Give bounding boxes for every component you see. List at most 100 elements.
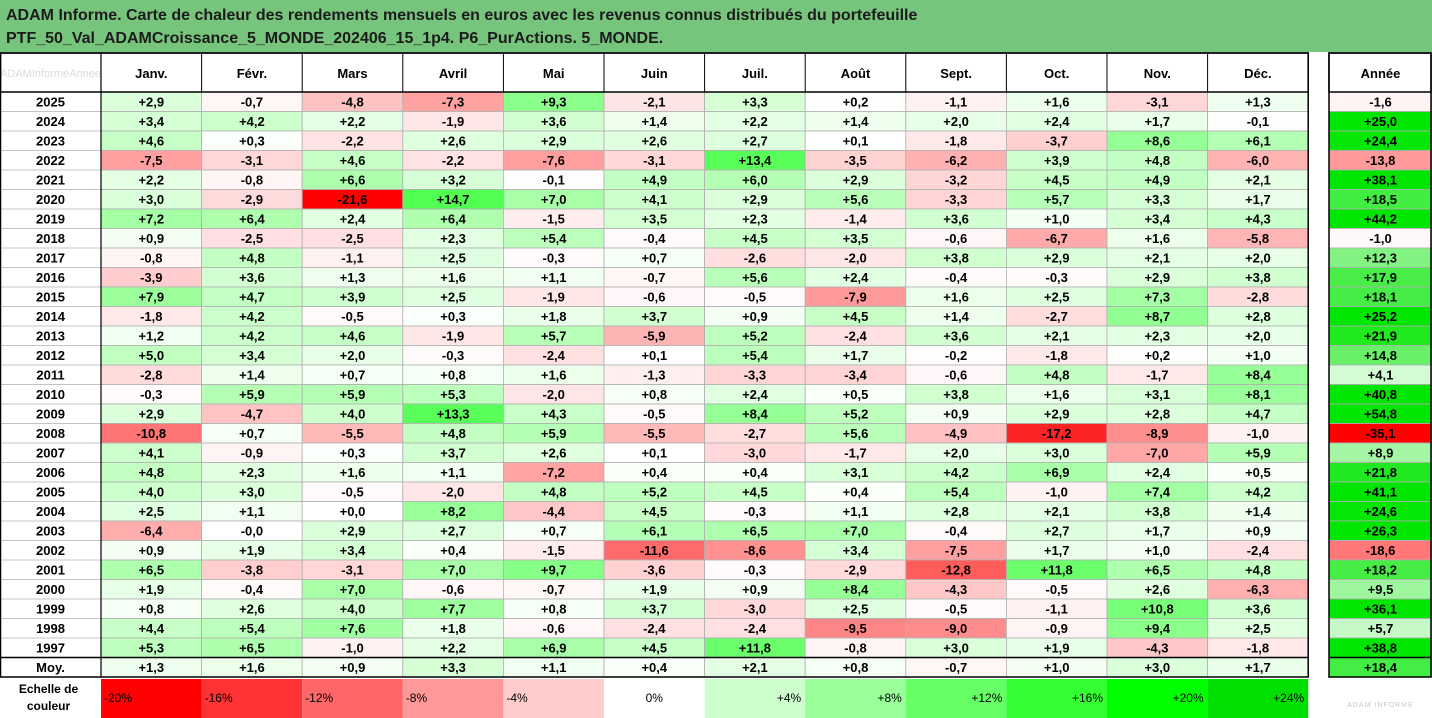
cell-value: -0,6 [945, 231, 967, 246]
cell-value: -7,5 [140, 153, 162, 168]
cell-value: +6,6 [340, 173, 366, 188]
cell-value: -1,7 [1146, 368, 1168, 383]
cell-value: +4,2 [1245, 485, 1271, 500]
annual-value: -13,8 [1366, 153, 1396, 168]
cell-value: +2,0 [1245, 251, 1271, 266]
cell-value: +4,9 [1144, 173, 1170, 188]
annual-value: -1,6 [1369, 95, 1391, 110]
cell-value: +1,6 [943, 290, 969, 305]
cell-value: +3,1 [843, 465, 869, 480]
cell-value: -10,8 [136, 426, 166, 441]
annual-value: +24,6 [1364, 504, 1397, 519]
cell-value: +4,0 [340, 407, 366, 422]
year-label: 2019 [36, 212, 65, 227]
year-label: 2005 [36, 485, 65, 500]
cell-value: -5,5 [341, 426, 363, 441]
cell-value: -2,5 [241, 231, 263, 246]
cell-value: -2,0 [442, 485, 464, 500]
cell-value: +11,8 [739, 641, 771, 656]
cell-value: +4,6 [138, 134, 164, 149]
cell-value: +6,9 [1044, 465, 1070, 480]
cell-value: +2,0 [340, 348, 366, 363]
annual-value: +40,8 [1364, 387, 1397, 402]
cell-value: +6,0 [742, 173, 768, 188]
scale-label: couleur [27, 699, 71, 713]
annual-value: +18,2 [1364, 563, 1397, 578]
cell-value: +5,3 [440, 387, 466, 402]
scale-swatch [704, 679, 806, 718]
cell-value: +3,5 [641, 212, 667, 227]
cell-value: +4,7 [239, 290, 265, 305]
cell-value: -2,7 [1045, 309, 1067, 324]
cell-value: +5,4 [943, 485, 969, 500]
cell-value: +3,6 [1245, 602, 1271, 617]
title-line-1: ADAM Informe. Carte de chaleur des rende… [6, 7, 918, 24]
title-line-2: PTF_50_Val_ADAMCroissance_5_MONDE_202406… [6, 30, 664, 47]
year-label: 2020 [36, 192, 65, 207]
cell-value: -1,3 [643, 368, 665, 383]
cell-value: +2,3 [239, 465, 265, 480]
cell-value: +6,1 [641, 524, 667, 539]
cell-value: -1,4 [844, 212, 867, 227]
cell-value: -6,0 [1247, 153, 1269, 168]
cell-value: +6,1 [1245, 134, 1271, 149]
cell-value: +3,4 [239, 348, 265, 363]
annual-value: +44,2 [1364, 212, 1397, 227]
cell-value: -2,8 [140, 368, 162, 383]
cell-value: -2,9 [844, 563, 866, 578]
cell-value: +4,8 [138, 465, 164, 480]
cell-value: -2,9 [241, 192, 263, 207]
cell-value: -6,3 [1247, 582, 1269, 597]
cell-value: -2,4 [542, 348, 565, 363]
cell-value: +0,9 [943, 407, 969, 422]
cell-value: +5,6 [742, 270, 768, 285]
cell-value: +0,4 [843, 485, 869, 500]
cell-value: +4,2 [239, 329, 265, 344]
annual-value: +18,4 [1364, 660, 1398, 675]
cell-value: -12,8 [941, 563, 971, 578]
year-label: 2025 [36, 95, 65, 110]
cell-value: +5,0 [138, 348, 164, 363]
cell-value: +3,3 [1144, 192, 1170, 207]
cell-value: -0,5 [744, 290, 766, 305]
cell-value: +2,8 [1144, 407, 1170, 422]
cell-value: -3,1 [643, 153, 665, 168]
cell-value: +2,7 [1044, 524, 1070, 539]
scale-value: -20% [104, 691, 132, 705]
annual-value: +21,8 [1364, 465, 1397, 480]
cell-value: +9,7 [541, 563, 567, 578]
cell-value: +1,9 [239, 543, 265, 558]
cell-value: -0,5 [341, 485, 363, 500]
month-header: Juin [641, 66, 668, 81]
year-label: 2012 [36, 348, 65, 363]
cell-value: +2,3 [440, 231, 466, 246]
cell-value: -0,5 [643, 407, 665, 422]
cell-value: +2,4 [1144, 465, 1170, 480]
scale-swatch [503, 679, 604, 718]
cell-value: +4,8 [1044, 368, 1070, 383]
year-label: 2016 [36, 270, 65, 285]
annual-value: +18,1 [1364, 290, 1397, 305]
cell-value: +3,0 [138, 192, 164, 207]
cell-value: +2,5 [1245, 621, 1271, 636]
month-header: Déc. [1244, 66, 1271, 81]
cell-value: +1,1 [440, 465, 466, 480]
cell-value: +2,0 [1245, 329, 1271, 344]
scale-swatch [402, 679, 504, 718]
cell-value: +4,8 [1245, 563, 1271, 578]
cell-value: -1,8 [1247, 641, 1269, 656]
cell-value: +4,2 [943, 465, 969, 480]
cell-value: -7,3 [442, 95, 464, 110]
cell-value: +2,9 [340, 524, 366, 539]
cell-value: +3,6 [943, 212, 969, 227]
cell-value: +0,8 [138, 602, 164, 617]
cell-value: -0,7 [542, 582, 564, 597]
cell-value: +7,7 [440, 602, 466, 617]
year-label: 2023 [36, 134, 65, 149]
cell-value: -0,5 [341, 309, 363, 324]
cell-value: +11,8 [1041, 563, 1073, 578]
cell-value: +0,9 [340, 660, 366, 675]
cell-value: -2,7 [744, 426, 766, 441]
cell-value: +6,9 [541, 641, 567, 656]
cell-value: +0,9 [742, 582, 768, 597]
